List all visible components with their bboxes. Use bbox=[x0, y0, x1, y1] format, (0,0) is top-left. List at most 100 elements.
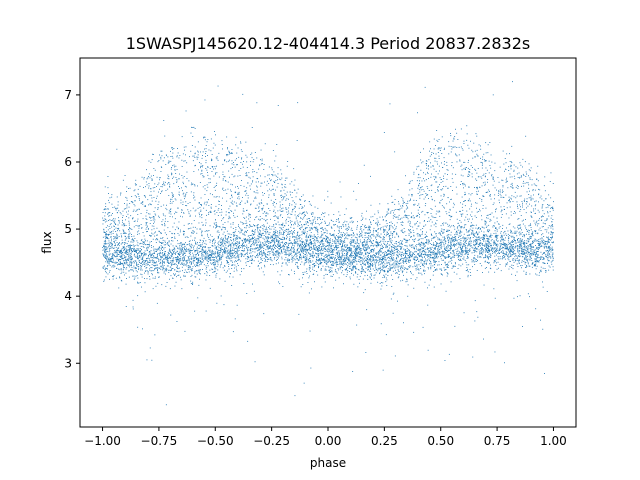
data-point bbox=[451, 244, 452, 246]
data-point bbox=[223, 249, 225, 251]
data-point bbox=[495, 235, 497, 237]
data-point bbox=[178, 191, 180, 193]
data-point bbox=[351, 255, 352, 257]
data-point bbox=[235, 266, 237, 268]
data-point bbox=[527, 263, 529, 265]
data-point bbox=[364, 257, 365, 259]
data-point bbox=[465, 250, 466, 252]
data-point bbox=[139, 255, 141, 257]
data-point bbox=[346, 228, 348, 230]
data-point bbox=[112, 255, 113, 257]
data-point bbox=[442, 251, 444, 253]
data-point bbox=[168, 176, 170, 177]
data-point bbox=[261, 251, 263, 253]
data-point bbox=[235, 245, 237, 246]
data-point bbox=[434, 192, 436, 193]
data-point bbox=[429, 260, 431, 262]
data-point bbox=[455, 248, 457, 250]
data-point bbox=[102, 253, 104, 255]
data-point bbox=[486, 250, 488, 252]
data-point bbox=[105, 232, 107, 234]
data-point bbox=[242, 240, 244, 242]
data-point bbox=[225, 180, 226, 181]
data-point bbox=[288, 247, 290, 249]
data-point bbox=[316, 262, 318, 264]
data-point bbox=[133, 270, 134, 272]
data-point bbox=[215, 225, 217, 226]
data-point bbox=[355, 268, 356, 270]
data-point bbox=[133, 278, 135, 280]
data-point bbox=[261, 202, 263, 204]
data-point bbox=[514, 232, 516, 234]
data-point bbox=[200, 165, 202, 167]
data-point bbox=[125, 272, 127, 274]
data-point bbox=[375, 222, 377, 224]
data-point bbox=[273, 253, 275, 255]
data-point bbox=[241, 254, 243, 256]
data-point bbox=[129, 203, 131, 204]
data-point bbox=[510, 245, 512, 247]
data-point bbox=[451, 173, 453, 175]
data-point bbox=[389, 237, 391, 239]
data-point bbox=[425, 163, 427, 165]
data-point bbox=[447, 238, 448, 240]
data-point bbox=[195, 250, 197, 251]
data-point bbox=[387, 271, 389, 273]
data-point bbox=[509, 173, 511, 175]
data-point bbox=[505, 263, 507, 265]
data-point bbox=[141, 265, 143, 267]
data-point bbox=[213, 196, 215, 198]
data-point bbox=[488, 256, 490, 257]
data-point bbox=[494, 194, 496, 196]
data-point bbox=[550, 261, 552, 263]
data-point bbox=[348, 260, 349, 262]
data-point bbox=[166, 261, 168, 263]
data-point bbox=[397, 270, 399, 272]
data-point bbox=[284, 251, 286, 253]
data-point bbox=[440, 230, 442, 232]
data-point bbox=[427, 248, 429, 250]
data-point bbox=[309, 220, 310, 222]
data-point bbox=[552, 232, 554, 233]
data-point bbox=[238, 259, 240, 260]
data-point bbox=[288, 242, 290, 244]
data-point bbox=[536, 220, 538, 222]
data-point bbox=[381, 285, 383, 287]
data-point bbox=[378, 262, 379, 264]
data-point bbox=[462, 203, 464, 205]
data-point bbox=[321, 252, 323, 254]
data-point bbox=[169, 183, 171, 185]
data-point bbox=[462, 213, 464, 215]
data-point bbox=[415, 268, 417, 269]
data-point bbox=[150, 204, 152, 206]
data-point bbox=[370, 249, 371, 251]
data-point bbox=[305, 215, 306, 216]
data-point bbox=[201, 214, 202, 216]
data-point bbox=[466, 254, 468, 256]
data-point bbox=[149, 243, 150, 245]
data-point bbox=[477, 260, 478, 261]
data-point bbox=[321, 254, 323, 256]
data-point bbox=[460, 242, 462, 244]
data-point bbox=[194, 226, 196, 228]
data-point bbox=[190, 264, 192, 265]
data-point bbox=[486, 267, 487, 268]
data-point bbox=[450, 281, 452, 283]
data-point bbox=[150, 267, 152, 268]
data-point bbox=[274, 253, 275, 255]
data-point bbox=[229, 273, 231, 274]
data-point bbox=[296, 265, 298, 267]
data-point bbox=[255, 240, 256, 242]
data-point bbox=[252, 169, 254, 170]
data-point bbox=[214, 189, 216, 191]
data-point bbox=[420, 262, 422, 264]
data-point bbox=[208, 182, 210, 184]
data-point bbox=[384, 275, 386, 277]
data-point bbox=[364, 272, 366, 273]
data-point bbox=[481, 249, 482, 251]
data-point bbox=[322, 259, 324, 261]
data-point bbox=[315, 244, 316, 246]
data-point bbox=[535, 245, 536, 246]
data-point bbox=[302, 230, 304, 232]
data-point bbox=[381, 247, 383, 249]
